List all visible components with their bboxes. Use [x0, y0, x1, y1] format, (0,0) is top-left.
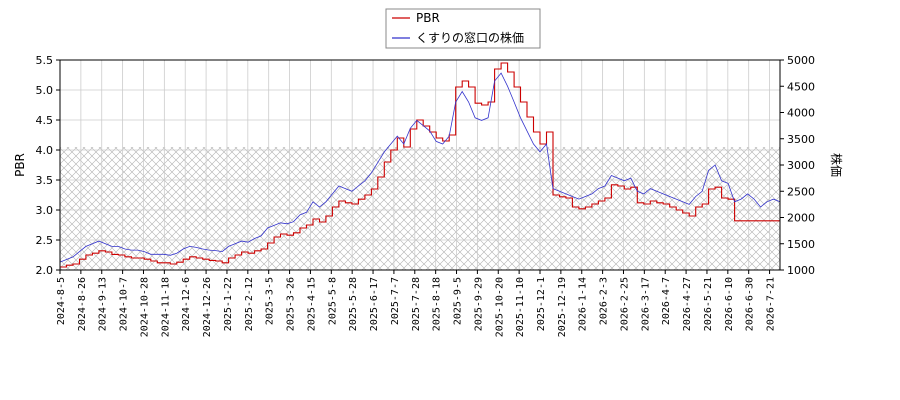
x-tick-label: 2026-6-10: [724, 277, 735, 331]
x-tick-label: 2024-12-6: [181, 277, 192, 331]
x-tick-label: 2024-10-7: [119, 277, 130, 331]
left-axis-label: PBR: [13, 153, 27, 177]
series-line-price: [59, 72, 781, 263]
x-tick-label: 2024-12-26: [202, 277, 213, 337]
x-tick-label: 2026-3-17: [640, 277, 651, 331]
left-axis-ticks: 2.0 2.5 3.0 3.5 4.0 4.5 5.0 5.5: [36, 54, 60, 277]
x-tick-label: 2025-2-12: [244, 277, 255, 331]
right-tick-label: 4000: [787, 107, 815, 120]
x-tick-label: 2024-10-28: [139, 277, 150, 337]
x-tick-label: 2024-9-13: [98, 277, 109, 331]
right-tick-label: 1000: [787, 264, 815, 277]
left-tick-label: 2.5: [36, 234, 54, 247]
right-tick-label: 4500: [787, 80, 815, 93]
x-tick-label: 2025-5-8: [327, 277, 338, 325]
left-tick-label: 4.0: [36, 144, 54, 157]
legend-label-price: くすりの窓口の株価: [416, 30, 524, 45]
left-tick-label: 5.0: [36, 84, 54, 97]
right-axis-ticks: 1000 1500 2000 2500 3000 3500 4000 4500 5000: [780, 54, 815, 277]
x-tick-label: 2024-8-26: [77, 277, 88, 331]
series-group: [59, 62, 781, 268]
right-tick-label: 5000: [787, 54, 815, 67]
x-tick-label: 2025-10-20: [494, 277, 505, 337]
x-tick-label: 2024-11-18: [160, 277, 171, 337]
x-tick-label: 2025-4-15: [306, 277, 317, 331]
x-tick-label: 2025-12-19: [557, 277, 568, 337]
left-tick-label: 5.5: [36, 54, 54, 67]
x-tick-label: 2025-3-5: [265, 277, 276, 325]
x-tick-label: 2026-2-3: [599, 277, 610, 325]
right-tick-label: 2500: [787, 185, 815, 198]
x-tick-label: 2025-9-5: [453, 277, 464, 325]
x-tick-label: 2026-2-25: [619, 277, 630, 331]
left-tick-label: 3.5: [36, 174, 54, 187]
left-tick-label: 2.0: [36, 264, 54, 277]
x-tick-label: 2026-4-7: [661, 277, 672, 325]
x-tick-label: 2026-1-14: [578, 277, 589, 331]
series-line-pbr: [60, 62, 780, 268]
x-tick-label: 2025-5-28: [348, 277, 359, 331]
x-tick-label: 2026-5-21: [703, 277, 714, 331]
x-tick-label: 2026-4-27: [682, 277, 693, 331]
x-tick-label: 2025-9-29: [473, 277, 484, 331]
x-tick-label: 2025-12-1: [536, 277, 547, 331]
shaded-band: [60, 147, 780, 270]
x-tick-label: 2025-1-22: [223, 277, 234, 331]
x-tick-label: 2026-6-30: [745, 277, 756, 331]
left-tick-label: 3.0: [36, 204, 54, 217]
x-tick-label: 2025-7-7: [390, 277, 401, 325]
right-tick-label: 3500: [787, 133, 815, 146]
legend-box: [385, 8, 541, 49]
x-tick-label: 2024-8-5: [56, 277, 67, 325]
right-tick-label: 3000: [787, 159, 815, 172]
legend-label-pbr: PBR: [416, 11, 440, 25]
legend: PBR くすりの窓口の株価: [385, 8, 541, 49]
x-tick-label: 2025-8-18: [432, 277, 443, 331]
x-tick-label: 2025-6-17: [369, 277, 380, 331]
x-tick-label: 2026-7-21: [766, 277, 777, 331]
x-tick-label: 2025-11-10: [515, 277, 526, 337]
x-tick-label: 2025-3-26: [286, 277, 297, 331]
x-tick-label: 2025-7-28: [411, 277, 422, 331]
right-axis-label: 株価: [829, 153, 844, 177]
right-tick-label: 2000: [787, 212, 815, 225]
x-axis-ticks: 2024-8-5 2024-8-26 2024-9-13 2024-10-7 2024-…: [56, 270, 777, 337]
left-tick-label: 4.5: [36, 114, 54, 127]
right-tick-label: 1500: [787, 238, 815, 251]
